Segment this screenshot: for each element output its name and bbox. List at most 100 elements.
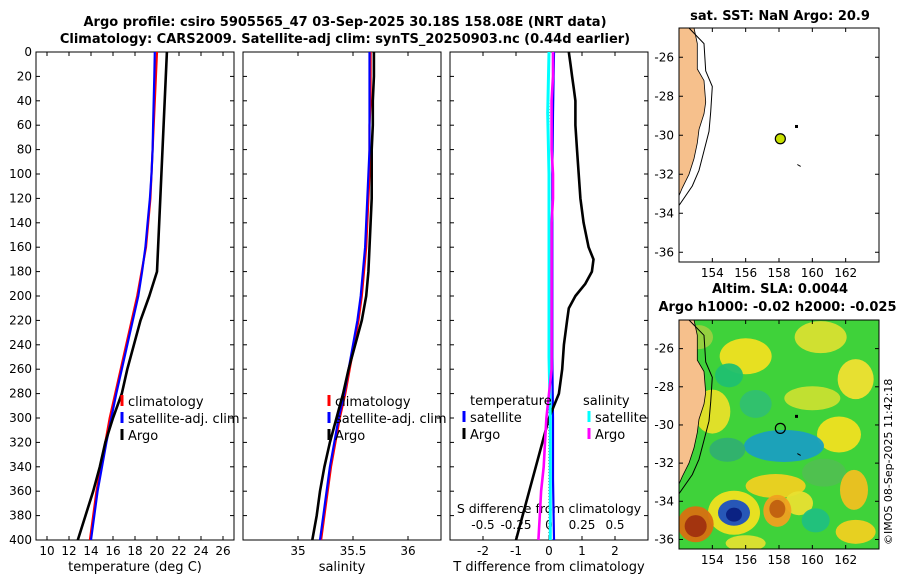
sla-lon-tick-label: 158 xyxy=(768,553,791,567)
difference-legend-label: satellite xyxy=(470,411,522,426)
sla-map-content xyxy=(679,320,879,549)
difference-series-s-argo xyxy=(537,52,555,541)
sst-lon-tick-label: 154 xyxy=(701,266,724,280)
temperature-x-tick-label: 20 xyxy=(149,544,164,558)
temperature-x-tick-label: 10 xyxy=(39,544,54,558)
sst-map-title: sat. SST: NaN Argo: 20.9 xyxy=(690,9,870,24)
sla-map-panel: 154 156 158 160 162 -26 -28 -30 -32 -34 -36 xyxy=(654,319,880,567)
sst-lon-tick-label: 156 xyxy=(734,266,757,280)
sst-lat-tick-label: -36 xyxy=(654,245,674,259)
temperature-legend-label: climatology xyxy=(128,395,204,410)
sla-land-australia xyxy=(679,320,707,485)
temperature-x-tick-label: 26 xyxy=(215,544,230,558)
sst-map-panel: 154 156 158 160 162 -26 -28 -30 -32 -34 -36 xyxy=(654,27,880,280)
y-tick-label: 20 xyxy=(17,69,32,83)
sst-lon-tick-label: 158 xyxy=(768,266,791,280)
sla-anomaly-blob xyxy=(709,437,746,462)
difference-x-tick-label: -2 xyxy=(477,544,489,558)
sla-lon-tick-label: 162 xyxy=(834,553,857,567)
sla-lon-tick-label: 160 xyxy=(801,553,824,567)
sla-anomaly-blob xyxy=(817,416,861,453)
sla-lon-tick-label: 154 xyxy=(701,553,724,567)
sla-anomaly-blob xyxy=(835,519,876,544)
sla-map-title-line-2: Argo h1000: -0.02 h2000: -0.025 xyxy=(658,300,897,315)
sla-island-marker xyxy=(797,453,801,456)
salinity-diff-tick-label: -0.25 xyxy=(500,518,531,532)
difference-x-axis-label: T difference from climatology xyxy=(452,560,645,575)
y-tick-label: 200 xyxy=(9,289,32,303)
sla-lon-tick-label: 156 xyxy=(734,553,757,567)
temperature-profile-panel: 0 20 40 60 80 100 120 140 160 180 200 220 240 260 280 3… xyxy=(9,45,240,575)
y-tick-label: 100 xyxy=(9,167,32,181)
sla-anomaly-blob xyxy=(715,363,743,388)
difference-legend-label: Argo xyxy=(470,428,500,443)
y-tick-label: 80 xyxy=(17,143,32,157)
sla-lat-tick-label: -34 xyxy=(654,494,674,508)
temperature-x-tick-label: 24 xyxy=(193,544,208,558)
temperature-x-tick-label: 12 xyxy=(61,544,76,558)
y-tick-label: 380 xyxy=(9,509,32,523)
difference-x-tick-label: 0 xyxy=(545,544,553,558)
salinity-series-satellite-adj-clim xyxy=(318,52,371,541)
sla-anomaly-blob xyxy=(745,474,806,499)
y-tick-label: 140 xyxy=(9,216,32,230)
sla-map-title-line-1: Altim. SLA: 0.0044 xyxy=(711,282,849,297)
temperature-legend-label: Argo xyxy=(128,429,158,444)
sla-anomaly-blob xyxy=(840,469,868,510)
difference-legend-label: satellite xyxy=(595,411,647,426)
sla-anomaly-blob xyxy=(801,508,830,533)
difference-x-tick-label: -1 xyxy=(510,544,522,558)
sla-shelf-contour xyxy=(679,320,713,494)
salinity-series-argo xyxy=(311,52,376,541)
legend-header-salinity: salinity xyxy=(583,394,630,409)
sla-anomaly-blob xyxy=(802,458,846,487)
sst-lon-tick-label: 160 xyxy=(801,266,824,280)
sla-anomaly-blob xyxy=(739,389,772,418)
temperature-x-axis-label: temperature (deg C) xyxy=(68,560,202,575)
sla-anomaly-blob xyxy=(837,359,874,400)
salinity-profile-panel: 35 35.5 36 salinity climatology satellite-adj… xyxy=(242,51,447,575)
salinity-x-tick-label: 36 xyxy=(400,544,415,558)
temperature-series-satellite-adj-clim xyxy=(89,51,156,541)
sst-lat-tick-label: -28 xyxy=(654,89,674,103)
y-tick-label: 60 xyxy=(17,118,32,132)
sla-anomaly-blob xyxy=(684,515,707,538)
salinity-legend-label: climatology xyxy=(335,395,411,410)
sst-shelf-contour xyxy=(679,28,713,206)
salinity-diff-tick-label: 0.25 xyxy=(569,518,596,532)
difference-series-t-argo xyxy=(514,51,595,541)
salinity-legend-label: Argo xyxy=(335,429,365,444)
y-tick-label: 400 xyxy=(9,533,32,547)
sla-lat-tick-label: -36 xyxy=(654,532,674,546)
salinity-axes-frame xyxy=(242,51,442,541)
salinity-x-tick-label: 35.5 xyxy=(340,544,367,558)
temperature-x-tick-label: 14 xyxy=(83,544,98,558)
y-tick-label: 120 xyxy=(9,191,32,205)
legend-header-temperature: temperature xyxy=(470,394,552,409)
sla-anomaly-blob xyxy=(726,507,742,522)
sla-lat-tick-label: -30 xyxy=(654,418,674,432)
y-tick-label: 300 xyxy=(9,411,32,425)
salinity-diff-tick-label: 0.5 xyxy=(605,518,624,532)
figure-title-line-2: Climatology: CARS2009. Satellite-adj cli… xyxy=(59,32,631,47)
y-tick-label: 280 xyxy=(9,387,32,401)
sla-anomaly-blob xyxy=(794,321,847,354)
sla-anomaly-blob xyxy=(744,429,824,462)
sst-lat-tick-label: -32 xyxy=(654,167,674,181)
salinity-x-axis-label: salinity xyxy=(319,560,366,575)
sla-lat-tick-label: -28 xyxy=(654,380,674,394)
sla-anomaly-blob xyxy=(785,491,813,516)
sst-map-background xyxy=(679,28,879,262)
sst-lon-tick-label: 162 xyxy=(834,266,857,280)
temperature-x-tick-label: 22 xyxy=(171,544,186,558)
sla-island-marker xyxy=(795,414,798,418)
figure-title-line-1: Argo profile: csiro 5905565_47 03-Sep-20… xyxy=(83,15,607,30)
y-tick-label: 260 xyxy=(9,362,32,376)
sst-island-marker xyxy=(797,164,801,167)
temperature-series-argo xyxy=(76,51,169,541)
temperature-x-tick-label: 16 xyxy=(105,544,120,558)
sst-lat-tick-label: -34 xyxy=(654,206,674,220)
temperature-axes-frame xyxy=(35,51,235,541)
sla-lat-tick-label: -32 xyxy=(654,456,674,470)
